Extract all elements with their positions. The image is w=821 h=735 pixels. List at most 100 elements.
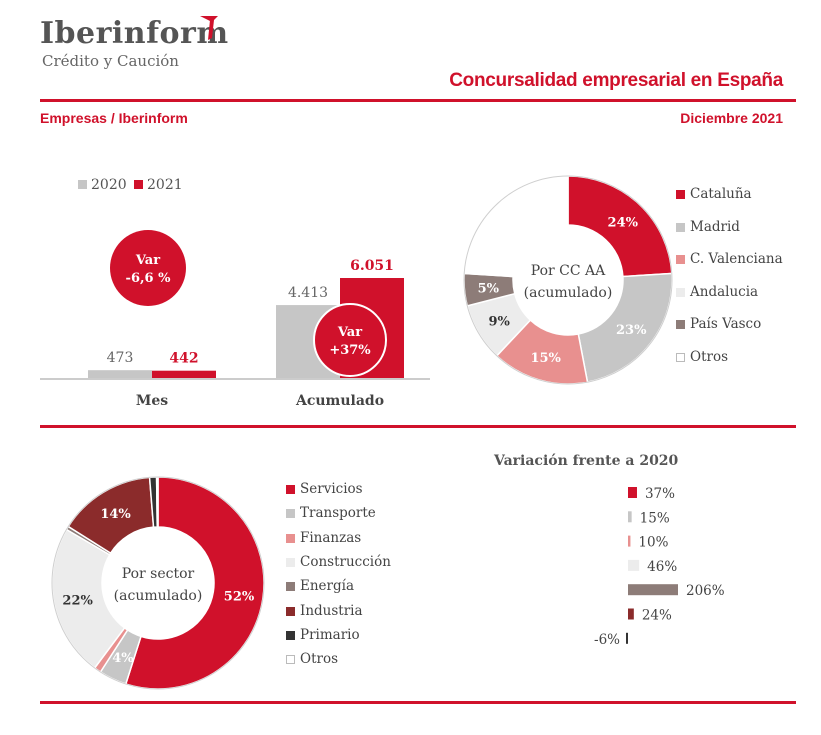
ccaa-legend-label-3: Andalucia	[690, 283, 759, 300]
var-bar-Industria	[628, 608, 634, 620]
var-bubble-value-1: +37%	[329, 343, 371, 358]
legend-sector: Servicios Transporte Finanzas Construcción E…	[286, 481, 466, 681]
sector-legend-swatch-2	[286, 533, 295, 543]
ccaa-legend-swatch-0	[676, 190, 685, 199]
bar-Mes-2021	[152, 370, 216, 378]
sector-slice-label-5: 14%	[100, 507, 131, 522]
sector-legend-label-5: Industria	[300, 602, 363, 619]
ccaa-legend-swatch-5	[676, 352, 685, 362]
sector-legend-label-4: Energía	[300, 578, 354, 595]
ccaa-slice-label-4: 5%	[478, 282, 500, 297]
ccaa-center-line2: (acumulado)	[524, 285, 613, 301]
sector-center-line2: (acumulado)	[114, 588, 203, 604]
sector-center-line1: Por sector	[122, 566, 195, 582]
ccaa-slice-label-1: 23%	[616, 323, 647, 338]
var-label-Finanzas: 10%	[638, 535, 668, 551]
sector-legend-label-7: Otros	[300, 651, 339, 668]
variation-bar-chart: 37% 15% 10% 46% 206% 24% -6%	[594, 486, 725, 648]
bar-chart-empresas: 2020 2021 473 442 Mes 4.413 6.051 Acumulado Var -…	[40, 177, 430, 409]
sector-legend-item-3: Construcción	[286, 554, 391, 570]
ccaa-legend-swatch-4	[676, 320, 685, 329]
x-tick-Mes: Mes	[136, 393, 168, 409]
sector-legend-label-6: Primario	[300, 626, 360, 643]
sector-legend-swatch-5	[286, 606, 295, 616]
ccaa-outline	[463, 175, 673, 385]
sector-legend-swatch-7	[286, 655, 295, 665]
sector-slice-7	[155, 476, 159, 528]
legend-swatch-2020	[78, 180, 87, 189]
logo-name: Iberinform	[40, 16, 229, 51]
var-bar-Transporte	[628, 511, 632, 523]
legend-label-2020: 2020	[91, 177, 127, 193]
var-bubble-title-0: Var	[135, 253, 160, 268]
legend-ccaa: Cataluña Madrid C. Valenciana Andalucia País…	[676, 186, 816, 386]
var-label-Industria: 24%	[642, 608, 672, 624]
sector-legend-label-2: Finanzas	[300, 529, 362, 546]
sector-legend-item-5: Industria	[286, 603, 363, 619]
sector-legend-swatch-6	[286, 630, 295, 640]
var-bubble-1	[313, 303, 387, 377]
var-bubble-title-1: Var	[337, 325, 362, 340]
date-label: Diciembre 2021	[680, 110, 783, 126]
var-bubble-0	[110, 230, 186, 306]
donut-chart-sector: 52% 4% 22% 14% Por sector (acumulado)	[51, 476, 265, 690]
variation-chart-title: Variación frente a 2020	[494, 453, 679, 469]
var-label-Transporte: 15%	[640, 510, 670, 526]
sector-legend-swatch-0	[286, 485, 295, 494]
bar-value-Mes-2021: 442	[169, 351, 198, 367]
ccaa-legend-swatch-2	[676, 255, 685, 264]
ccaa-legend-swatch-1	[676, 222, 685, 232]
var-bar-Primario	[626, 632, 628, 644]
ccaa-legend-label-5: Otros	[690, 348, 729, 365]
ccaa-legend-item-1: Madrid	[676, 219, 740, 235]
header-divider	[40, 99, 796, 102]
footer-divider	[40, 701, 796, 704]
var-bar-Finanzas	[628, 535, 631, 547]
sector-legend-item-4: Energía	[286, 578, 354, 594]
ccaa-legend-item-4: País Vasco	[676, 316, 761, 332]
var-label-Primario: -6%	[594, 632, 620, 648]
sector-legend-swatch-4	[286, 582, 295, 592]
ccaa-slice-5	[463, 175, 569, 278]
sector-legend-swatch-1	[286, 509, 295, 519]
bar-Mes-2020	[88, 370, 152, 378]
sector-slice-label-1: 4%	[112, 651, 134, 666]
ccaa-legend-label-4: País Vasco	[690, 316, 762, 332]
section-divider	[40, 425, 796, 428]
ccaa-slice-label-3: 9%	[488, 315, 510, 330]
source-label: Empresas / Iberinform	[40, 110, 188, 126]
ccaa-legend-label-1: Madrid	[690, 218, 740, 235]
sector-slice-label-3: 22%	[62, 593, 93, 608]
bar-value-Mes-2020: 473	[107, 350, 134, 366]
var-label-Construcción: 46%	[647, 559, 677, 575]
sector-legend-item-6: Primario	[286, 627, 360, 643]
ccaa-legend-label-0: Cataluña	[690, 186, 752, 202]
var-bar-Construcción	[628, 559, 640, 571]
sector-legend-label-1: Transporte	[300, 505, 376, 522]
bar-value-Acumulado-2021: 6.051	[350, 258, 394, 274]
sector-legend-item-0: Servicios	[286, 481, 363, 497]
sector-legend-label-0: Servicios	[300, 481, 363, 497]
logo-plane-icon	[200, 16, 218, 40]
sector-legend-swatch-3	[286, 557, 295, 567]
var-label-Servicios: 37%	[645, 486, 675, 502]
ccaa-legend-swatch-3	[676, 287, 685, 297]
ccaa-center-line1: Por CC AA	[531, 263, 606, 279]
logo-subtitle: Crédito y Caución	[42, 52, 179, 70]
ccaa-legend-item-2: C. Valenciana	[676, 251, 783, 267]
var-bubble-value-0: -6,6 %	[126, 271, 172, 286]
var-bar-Servicios	[628, 487, 637, 498]
ccaa-slice-label-2: 15%	[530, 351, 561, 366]
ccaa-slice-label-0: 24%	[608, 216, 639, 231]
sector-legend-item-1: Transporte	[286, 505, 376, 521]
legend-swatch-2021	[134, 180, 143, 189]
ccaa-legend-item-5: Otros	[676, 349, 728, 365]
x-tick-Acumulado: Acumulado	[295, 393, 384, 409]
sector-outline	[51, 476, 265, 690]
sector-slice-label-0: 52%	[224, 590, 255, 605]
var-label-Energía: 206%	[686, 583, 725, 599]
donut-chart-ccaa: 24% 23% 15% 9% 5% Por CC AA (acumulado)	[463, 175, 673, 385]
ccaa-legend-label-2: C. Valenciana	[690, 251, 783, 267]
ccaa-legend-item-3: Andalucia	[676, 284, 758, 300]
page-title: Concursalidad empresarial en España	[449, 70, 783, 91]
